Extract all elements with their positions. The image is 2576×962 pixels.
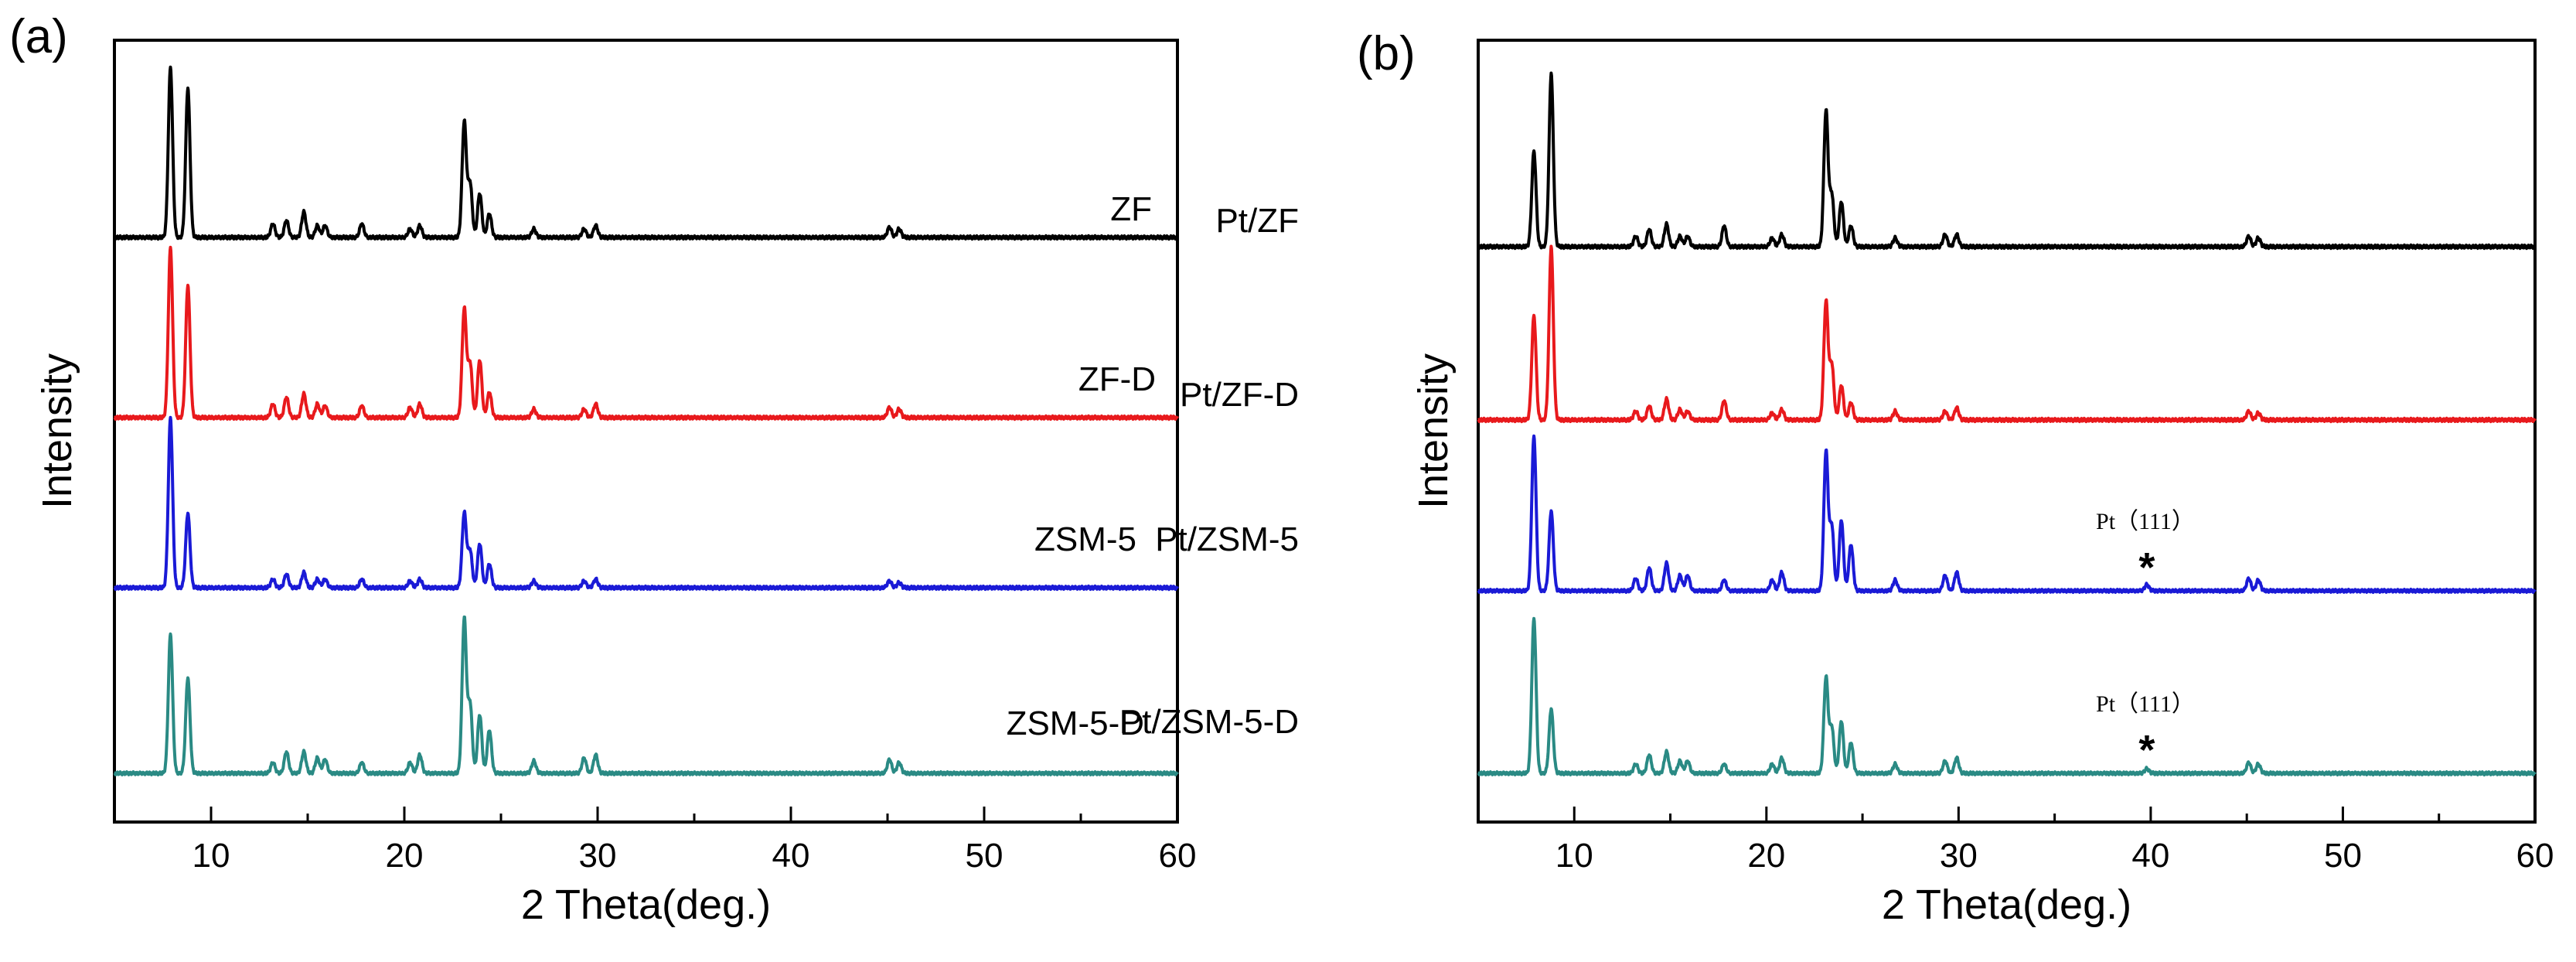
x-tick-label: 20	[1747, 837, 1785, 875]
peak-marker-star: *	[2138, 727, 2155, 773]
chart-panel-b: 10 20 30 40 50 60 2 Theta(deg.) Intensity (b) Pt/…	[1119, 27, 2554, 928]
y-axis-title: Intensity	[34, 353, 80, 509]
peak-annotation: Pt（111）	[2096, 509, 2195, 534]
peak-marker-star: *	[2138, 544, 2155, 591]
series-line-zf	[113, 65, 1179, 241]
series-line-zsm-5-d	[113, 615, 1179, 776]
series-line-pt-zsm-5	[1477, 434, 2537, 594]
series-label: Pt/ZF-D	[1180, 376, 1299, 414]
series-label: ZF	[1110, 190, 1152, 228]
x-axis-title: 2 Theta(deg.)	[521, 882, 771, 928]
x-tick-label: 20	[386, 837, 424, 875]
series-label: Pt/ZSM-5-D	[1119, 703, 1299, 741]
x-tick-label: 60	[1159, 837, 1197, 875]
x-tick-label: 40	[772, 837, 810, 875]
plot-frame	[113, 39, 1179, 824]
x-tick-label: 50	[2324, 837, 2362, 875]
series-label: Pt/ZF	[1215, 202, 1299, 240]
peak-annotation: Pt（111）	[2096, 691, 2195, 717]
series-label: Pt/ZSM-5	[1155, 520, 1299, 558]
x-tick-label: 10	[193, 837, 230, 875]
x-tick-label: 40	[2131, 837, 2169, 875]
panel-label: (b)	[1357, 27, 1416, 80]
series-label: ZF-D	[1078, 360, 1156, 398]
plot-frame	[1477, 39, 2537, 824]
series-label: ZSM-5-D	[1007, 704, 1144, 742]
panel-label: (a)	[9, 10, 68, 63]
x-tick-label: 30	[1940, 837, 1978, 875]
series-line-zf-d	[113, 245, 1179, 421]
x-tick-label: 30	[579, 837, 617, 875]
x-tick-label: 10	[1555, 837, 1593, 875]
x-axis-title: 2 Theta(deg.)	[1882, 882, 2131, 928]
x-tick-label: 50	[966, 837, 1003, 875]
series-line-pt-zf-d	[1477, 244, 2537, 424]
series-line-zsm-5	[113, 415, 1179, 592]
series-label: ZSM-5	[1034, 520, 1136, 558]
y-axis-title: Intensity	[1410, 353, 1457, 509]
chart-panel-a: 10 20 30 40 50 60 2 Theta(deg.) Intensity (a) ZF Z…	[9, 10, 1196, 928]
series-line-pt-zsm-5-d	[1477, 616, 2537, 776]
series-line-pt-zf	[1477, 71, 2537, 251]
x-tick-label: 60	[2516, 837, 2554, 875]
